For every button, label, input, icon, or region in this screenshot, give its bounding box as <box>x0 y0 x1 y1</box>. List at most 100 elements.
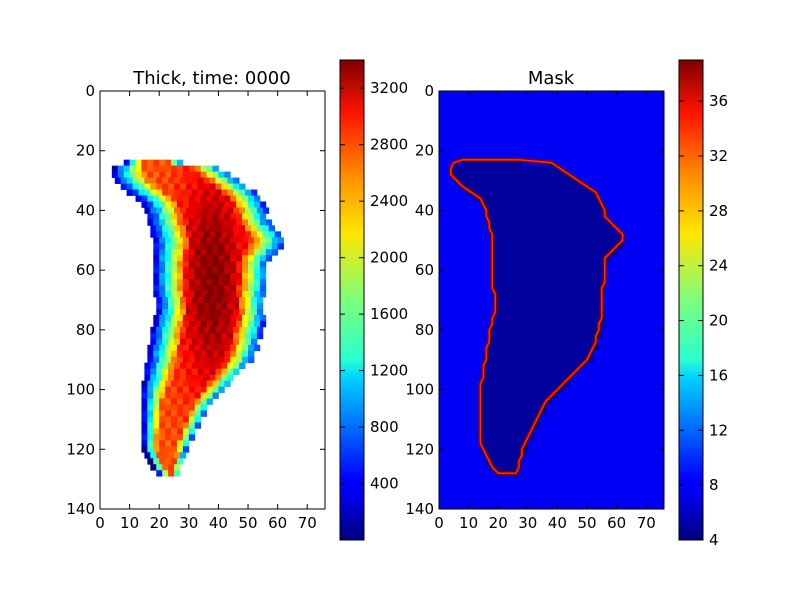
image-cell <box>518 177 526 184</box>
image-cell <box>507 338 514 346</box>
image-cell <box>277 237 284 244</box>
image-cell <box>233 302 240 310</box>
image-cell <box>489 189 496 196</box>
image-cell <box>513 464 520 471</box>
image-cell <box>165 410 172 417</box>
image-cell <box>203 338 210 346</box>
thickness-title: Thick, time: 0000 <box>132 68 290 89</box>
image-cell <box>507 326 514 334</box>
image-cell <box>480 410 487 417</box>
image-cell <box>548 368 555 376</box>
image-cell <box>551 344 558 352</box>
image-cell <box>153 458 160 465</box>
colorbar-tick-label: 2000 <box>370 249 408 267</box>
image-cell <box>616 243 623 250</box>
image-cell <box>171 386 178 393</box>
image-cell <box>539 350 546 358</box>
image-cell <box>182 237 190 244</box>
image-cell <box>569 219 576 226</box>
image-cell <box>156 374 163 382</box>
image-cell <box>176 380 184 387</box>
image-cell <box>551 350 558 358</box>
x-tick-label: 20 <box>150 514 169 532</box>
image-cell <box>560 189 567 196</box>
image-cell <box>513 207 520 214</box>
image-cell <box>147 416 154 423</box>
image-cell <box>165 279 172 286</box>
image-cell <box>551 267 558 274</box>
image-cell <box>492 255 499 262</box>
image-cell <box>218 279 225 286</box>
image-cell <box>533 219 541 226</box>
image-cell <box>182 350 190 358</box>
image-cell <box>536 326 544 334</box>
image-cell <box>188 255 196 262</box>
image-cell <box>569 195 576 202</box>
image-cell <box>227 225 234 232</box>
image-cell <box>557 261 564 268</box>
image-cell <box>515 344 523 352</box>
image-cell <box>521 434 529 441</box>
image-cell <box>182 255 190 262</box>
image-cell <box>203 231 210 238</box>
image-cell <box>162 338 169 346</box>
image-cell <box>527 255 535 262</box>
image-cell <box>545 219 552 226</box>
image-cell <box>507 332 514 340</box>
image-cell <box>560 207 567 214</box>
image-cell <box>598 249 606 256</box>
image-cell <box>200 320 207 328</box>
image-cell <box>504 249 511 256</box>
image-cell <box>147 195 154 202</box>
image-cell <box>245 297 252 304</box>
image-cell <box>253 213 261 220</box>
image-cell <box>206 219 213 226</box>
image-cell <box>483 368 490 376</box>
image-cell <box>188 237 196 244</box>
mask-x-axis: 0 10 20 30 40 50 60 70 <box>434 91 656 532</box>
image-cell <box>236 243 243 250</box>
image-cell <box>221 326 228 334</box>
image-cell <box>200 255 207 262</box>
image-cell <box>545 380 552 387</box>
image-cell <box>156 297 163 304</box>
image-cell <box>551 201 558 208</box>
image-cell <box>533 243 541 250</box>
image-cell <box>527 320 535 328</box>
image-cell <box>569 213 576 220</box>
x-tick-label: 40 <box>209 514 228 532</box>
image-cell <box>233 225 240 232</box>
image-cell <box>575 255 582 262</box>
image-cell <box>248 237 255 244</box>
image-cell <box>236 273 243 280</box>
image-cell <box>200 261 207 268</box>
image-cell <box>203 368 210 376</box>
image-cell <box>230 255 237 262</box>
image-cell <box>153 416 160 423</box>
image-cell <box>203 297 210 304</box>
image-cell <box>542 225 549 232</box>
image-cell <box>203 189 210 196</box>
image-cell <box>147 440 154 447</box>
image-cell <box>259 279 267 286</box>
image-cell <box>153 422 160 429</box>
image-cell <box>165 416 172 423</box>
image-cell <box>182 410 190 417</box>
image-cell <box>530 297 538 304</box>
image-cell <box>504 213 511 220</box>
image-cell <box>159 380 166 387</box>
image-cell <box>218 243 225 250</box>
image-cell <box>215 297 222 304</box>
image-cell <box>194 285 202 292</box>
image-cell <box>194 195 202 202</box>
image-cell <box>185 225 193 232</box>
image-cell <box>197 362 205 370</box>
image-cell <box>533 249 541 256</box>
image-cell <box>536 374 544 382</box>
image-cell <box>150 183 157 190</box>
image-cell <box>468 165 475 173</box>
image-cell <box>518 302 526 310</box>
image-cell <box>239 332 246 340</box>
image-cell <box>165 404 172 411</box>
image-cell <box>179 183 187 190</box>
